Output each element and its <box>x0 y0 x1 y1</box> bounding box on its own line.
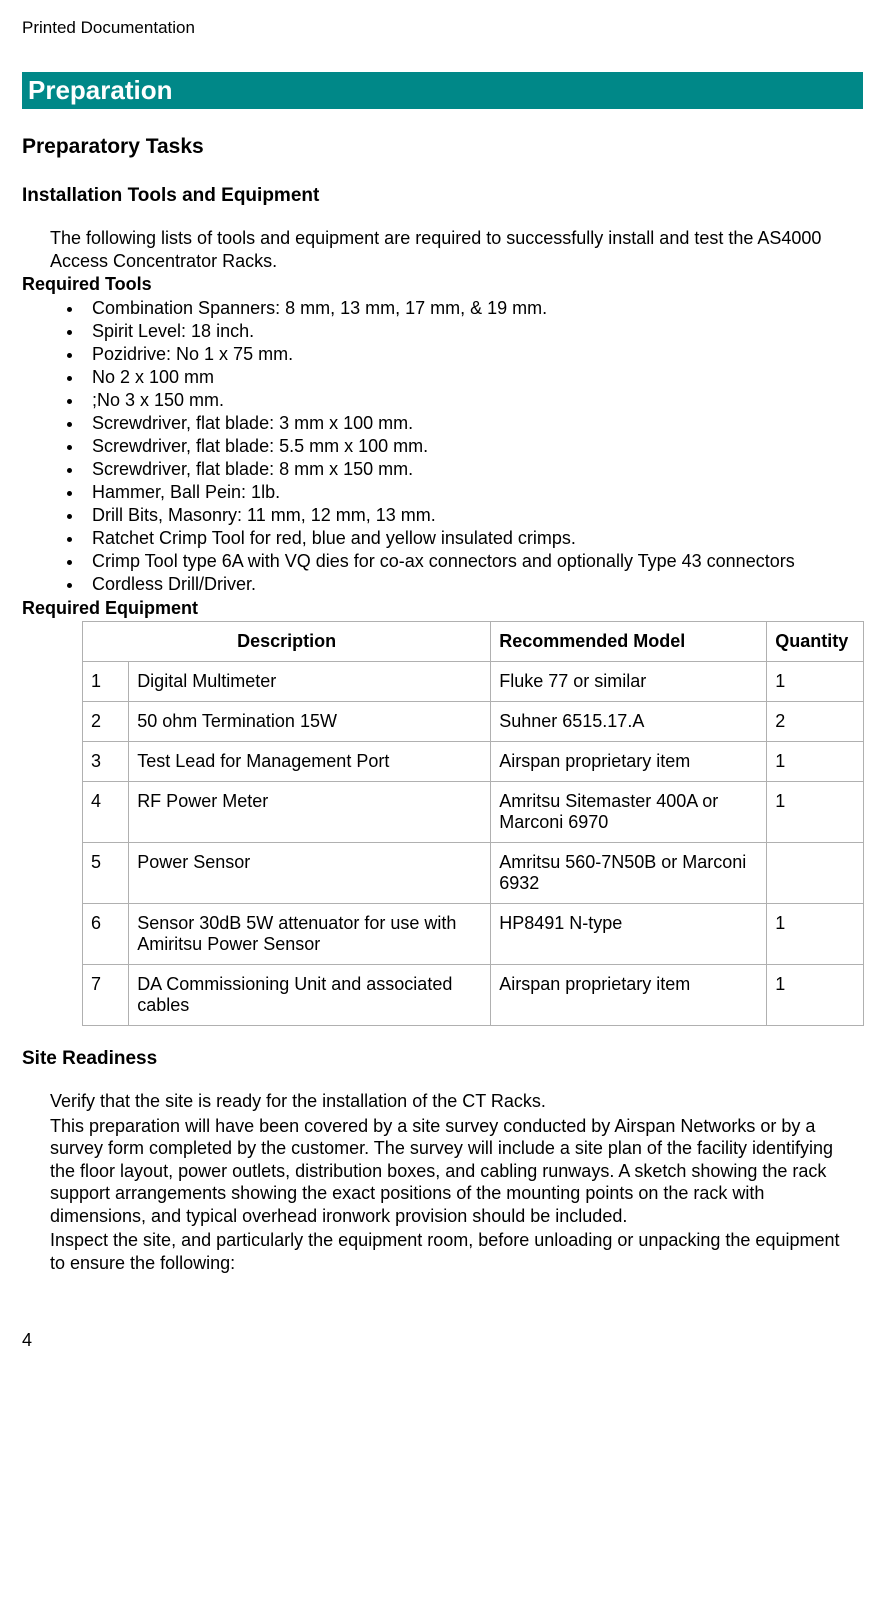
cell-qty: 1 <box>767 782 864 843</box>
table-row: 4 RF Power Meter Amritsu Sitemaster 400A… <box>83 782 864 843</box>
cell-qty: 1 <box>767 662 864 702</box>
table-row: 6 Sensor 30dB 5W attenuator for use with… <box>83 904 864 965</box>
list-item: Screwdriver, flat blade: 5.5 mm x 100 mm… <box>84 435 853 458</box>
equipment-table: Description Recommended Model Quantity 1… <box>82 621 864 1026</box>
cell-desc: Sensor 30dB 5W attenuator for use with A… <box>129 904 491 965</box>
cell-model: Airspan proprietary item <box>491 965 767 1026</box>
cell-model: HP8491 N-type <box>491 904 767 965</box>
cell-desc: RF Power Meter <box>129 782 491 843</box>
table-row: 3 Test Lead for Management Port Airspan … <box>83 742 864 782</box>
cell-num: 4 <box>83 782 129 843</box>
section-banner: Preparation <box>22 72 863 109</box>
list-item: Cordless Drill/Driver. <box>84 573 853 596</box>
cell-num: 2 <box>83 702 129 742</box>
site-paragraph-1: Verify that the site is ready for the in… <box>50 1090 853 1113</box>
cell-qty: 1 <box>767 965 864 1026</box>
cell-model: Amritsu Sitemaster 400A or Marconi 6970 <box>491 782 767 843</box>
doc-header: Printed Documentation <box>22 18 863 38</box>
cell-num: 3 <box>83 742 129 782</box>
table-row: 7 DA Commissioning Unit and associated c… <box>83 965 864 1026</box>
cell-num: 5 <box>83 843 129 904</box>
list-item: Ratchet Crimp Tool for red, blue and yel… <box>84 527 853 550</box>
table-row: 1 Digital Multimeter Fluke 77 or similar… <box>83 662 864 702</box>
site-paragraph-3: Inspect the site, and particularly the e… <box>50 1229 853 1274</box>
list-item: Crimp Tool type 6A with VQ dies for co-a… <box>84 550 853 573</box>
cell-qty: 1 <box>767 742 864 782</box>
list-item: No 2 x 100 mm <box>84 366 853 389</box>
cell-num: 1 <box>83 662 129 702</box>
cell-model: Fluke 77 or similar <box>491 662 767 702</box>
cell-num: 7 <box>83 965 129 1026</box>
cell-qty <box>767 843 864 904</box>
heading-preparatory-tasks: Preparatory Tasks <box>22 135 863 159</box>
table-header-row: Description Recommended Model Quantity <box>83 622 864 662</box>
page-number: 4 <box>22 1330 863 1351</box>
cell-desc: Power Sensor <box>129 843 491 904</box>
list-item: Drill Bits, Masonry: 11 mm, 12 mm, 13 mm… <box>84 504 853 527</box>
cell-num: 6 <box>83 904 129 965</box>
cell-desc: DA Commissioning Unit and associated cab… <box>129 965 491 1026</box>
cell-model: Amritsu 560-7N50B or Marconi 6932 <box>491 843 767 904</box>
cell-desc: 50 ohm Termination 15W <box>129 702 491 742</box>
cell-desc: Test Lead for Management Port <box>129 742 491 782</box>
col-header-quantity: Quantity <box>767 622 864 662</box>
table-row: 2 50 ohm Termination 15W Suhner 6515.17.… <box>83 702 864 742</box>
cell-desc: Digital Multimeter <box>129 662 491 702</box>
col-header-description: Description <box>83 622 491 662</box>
list-item: Spirit Level: 18 inch. <box>84 320 853 343</box>
cell-qty: 2 <box>767 702 864 742</box>
list-item: Screwdriver, flat blade: 3 mm x 100 mm. <box>84 412 853 435</box>
cell-model: Airspan proprietary item <box>491 742 767 782</box>
required-tools-list: Combination Spanners: 8 mm, 13 mm, 17 mm… <box>84 297 853 596</box>
list-item: ;No 3 x 150 mm. <box>84 389 853 412</box>
list-item: Hammer, Ball Pein: 1lb. <box>84 481 853 504</box>
table-row: 5 Power Sensor Amritsu 560-7N50B or Marc… <box>83 843 864 904</box>
site-paragraph-2: This preparation will have been covered … <box>50 1115 853 1228</box>
list-item: Combination Spanners: 8 mm, 13 mm, 17 mm… <box>84 297 853 320</box>
cell-model: Suhner 6515.17.A <box>491 702 767 742</box>
col-header-model: Recommended Model <box>491 622 767 662</box>
list-item: Screwdriver, flat blade: 8 mm x 150 mm. <box>84 458 853 481</box>
required-tools-heading: Required Tools <box>22 274 863 295</box>
heading-installation-tools: Installation Tools and Equipment <box>22 185 863 207</box>
heading-site-readiness: Site Readiness <box>22 1048 863 1070</box>
cell-qty: 1 <box>767 904 864 965</box>
intro-paragraph: The following lists of tools and equipme… <box>50 227 853 272</box>
required-equipment-heading: Required Equipment <box>22 598 863 619</box>
list-item: Pozidrive: No 1 x 75 mm. <box>84 343 853 366</box>
